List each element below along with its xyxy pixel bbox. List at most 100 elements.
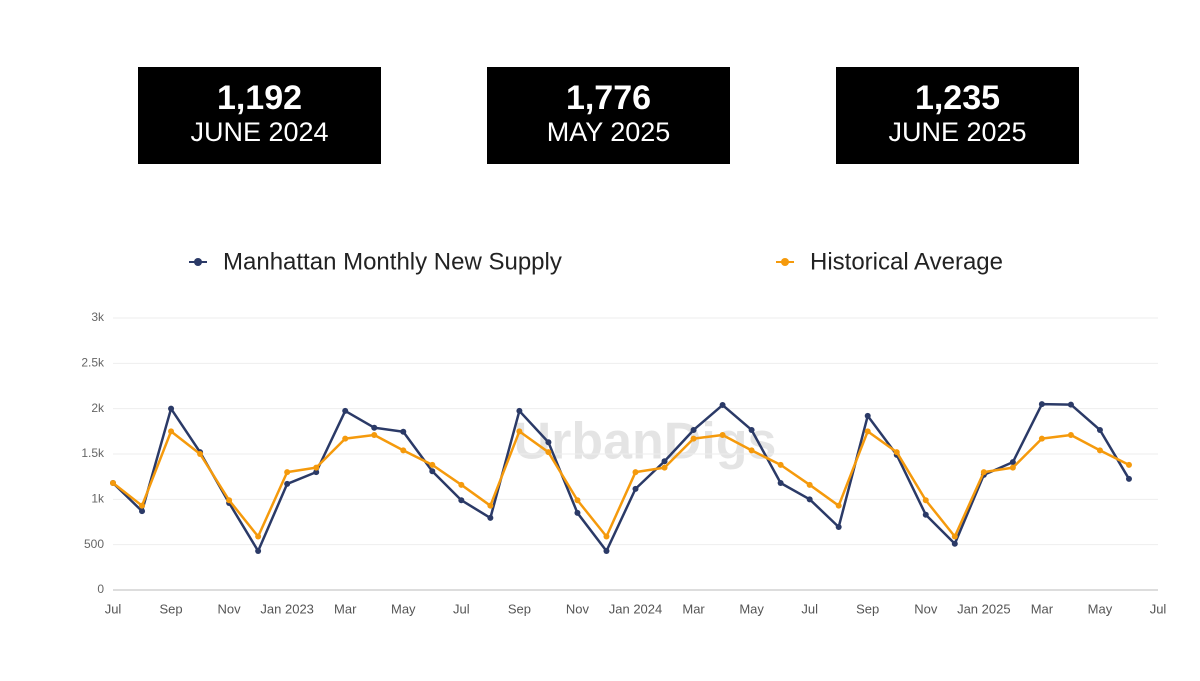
data-point <box>922 511 929 518</box>
data-point <box>951 533 958 540</box>
x-tick-label: Nov <box>914 601 938 616</box>
x-tick-label: Sep <box>159 601 182 616</box>
series <box>110 428 1132 540</box>
data-point <box>661 464 668 471</box>
data-point <box>1096 447 1103 454</box>
data-point <box>864 412 871 419</box>
data-point <box>574 497 581 504</box>
x-tick-label: Jul <box>453 601 470 616</box>
y-tick-label: 0 <box>97 582 104 596</box>
kpi-value: 1,235 <box>914 79 1001 117</box>
data-point <box>835 523 842 530</box>
series-line <box>112 402 1131 553</box>
kpi-label: JUNE 2025 <box>888 117 1027 147</box>
data-point <box>1038 435 1045 442</box>
x-tick-label: May <box>1088 601 1113 616</box>
x-tick-label: Nov <box>218 601 242 616</box>
y-tick-label: 1k <box>91 492 105 506</box>
data-point <box>342 407 349 414</box>
data-point <box>313 464 320 471</box>
data-point <box>980 469 987 476</box>
data-point <box>1125 461 1132 468</box>
legend-label: Historical Average <box>810 248 1003 275</box>
kpi-label: MAY 2025 <box>546 117 671 147</box>
x-tick-label: Mar <box>334 601 357 616</box>
data-point <box>893 449 900 456</box>
data-point <box>487 502 494 509</box>
data-point <box>168 428 175 435</box>
data-point <box>284 480 291 487</box>
y-tick-label: 3k <box>91 310 105 324</box>
data-point <box>458 497 465 504</box>
x-tick-label: Mar <box>682 601 705 616</box>
data-point <box>545 449 552 456</box>
data-point <box>603 548 610 555</box>
data-point <box>371 424 378 431</box>
x-tick-label: Jul <box>105 601 122 616</box>
data-point <box>342 435 349 442</box>
y-tick-label: 2k <box>91 401 105 415</box>
x-tick-label: Sep <box>508 601 531 616</box>
x-tick-label: May <box>739 601 764 616</box>
data-point <box>139 502 146 509</box>
legend-label: Manhattan Monthly New Supply <box>223 248 562 275</box>
kpi-value: 1,776 <box>565 79 652 117</box>
data-point <box>487 514 494 521</box>
data-point <box>777 461 784 468</box>
legend-marker <box>781 258 789 266</box>
data-point <box>1067 431 1074 438</box>
kpi-label: JUNE 2024 <box>190 117 329 147</box>
data-point <box>690 426 697 433</box>
data-point <box>458 481 465 488</box>
data-point <box>429 461 436 468</box>
data-point <box>313 469 320 476</box>
data-point <box>661 458 668 465</box>
data-point <box>1096 426 1103 433</box>
data-point <box>603 533 610 540</box>
x-tick-label: Jan 2025 <box>957 601 1011 616</box>
data-point <box>690 435 697 442</box>
data-point <box>255 533 262 540</box>
kpi-card: 1,235 JUNE 2025 <box>836 67 1079 164</box>
data-point <box>864 428 871 435</box>
data-point <box>1067 401 1074 408</box>
data-point <box>400 428 407 435</box>
legend-marker <box>194 258 202 266</box>
data-point <box>719 431 726 438</box>
x-tick-label: Jul <box>1150 601 1167 616</box>
data-point <box>1125 475 1132 482</box>
x-tick-label: May <box>391 601 416 616</box>
data-point <box>748 447 755 454</box>
data-point <box>719 402 726 409</box>
series-line <box>112 430 1130 538</box>
data-point <box>516 428 523 435</box>
data-point <box>545 439 552 446</box>
kpi-card: 1,192 JUNE 2024 <box>138 67 381 164</box>
data-point <box>777 480 784 487</box>
data-point <box>226 497 233 504</box>
data-point <box>139 508 146 515</box>
data-point <box>429 468 436 475</box>
x-tick-label: Sep <box>856 601 879 616</box>
x-tick-label: Nov <box>566 601 590 616</box>
kpi-value: 1,192 <box>216 79 303 117</box>
x-tick-label: Jan 2024 <box>609 601 663 616</box>
y-tick-label: 2.5k <box>81 356 105 370</box>
data-point <box>1009 464 1016 471</box>
data-point <box>255 548 262 555</box>
data-point <box>516 407 523 414</box>
data-point <box>197 451 204 457</box>
data-point <box>371 431 378 438</box>
data-point <box>806 496 813 503</box>
data-point <box>400 447 407 454</box>
y-tick-label: 1.5k <box>81 446 105 460</box>
data-point <box>168 405 175 412</box>
data-point <box>951 540 958 547</box>
x-tick-label: Jul <box>801 601 818 616</box>
data-point <box>835 502 842 509</box>
data-point <box>922 497 929 504</box>
data-point <box>1009 459 1016 466</box>
data-point <box>632 469 639 476</box>
